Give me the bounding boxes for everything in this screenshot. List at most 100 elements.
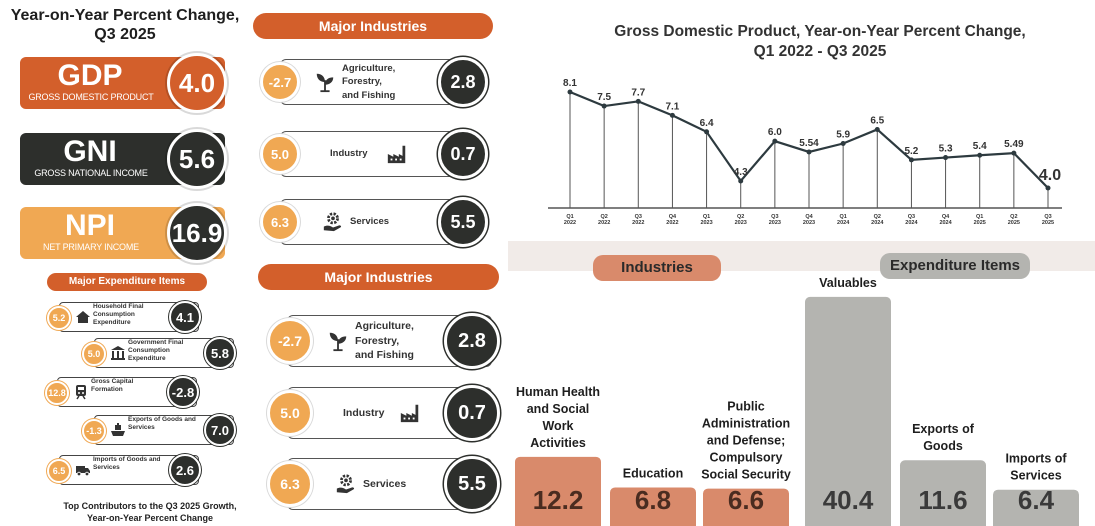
industry-label-line: Services <box>363 477 407 490</box>
bar <box>515 456 601 526</box>
data-label: 7.7 <box>631 87 645 98</box>
bar-category-label: and Social <box>527 402 590 416</box>
expenditure-pct: -1.3 <box>82 419 106 443</box>
data-point <box>874 126 880 132</box>
data-label: 5.49 <box>1004 139 1024 150</box>
x-tick-label-quarter: Q3 <box>908 214 915 220</box>
industry-pct: 6.3 <box>260 202 300 242</box>
expenditure-label: Government Final Consumption Expenditure <box>128 339 184 362</box>
x-tick-label-quarter: Q4 <box>942 214 950 220</box>
gdp-chart-title: Gross Domestic Product, Year-on-Year Per… <box>556 22 1084 62</box>
expenditure-value: 5.8 <box>204 337 236 369</box>
x-tick-label-year: 2023 <box>735 220 747 226</box>
expenditure-row: 5.2 Household Final Consumption Expenditu… <box>47 300 207 334</box>
left-footer-line2: Year-on-Year Percent Change <box>86 513 214 523</box>
indicator-value: 5.6 <box>167 129 227 189</box>
gdp-line-chart: 8.1Q120227.5Q220227.7Q320227.1Q420226.4Q… <box>548 78 1062 226</box>
data-point <box>669 112 675 118</box>
x-tick-label-year: 2024 <box>871 220 884 226</box>
industry-label: Services <box>363 477 406 492</box>
industry-pct: 6.3 <box>267 461 313 507</box>
bar-value-label: 40.4 <box>823 485 874 515</box>
x-tick-label-year: 2022 <box>564 220 576 226</box>
industries-panel-title: Major Industries <box>253 13 493 39</box>
bar-value-label: 6.4 <box>1018 485 1055 515</box>
left-title-line2: Q3 2025 <box>94 26 156 43</box>
industry-value: 2.8 <box>444 313 500 369</box>
x-tick-label-year: 2024 <box>905 220 918 226</box>
expenditure-label: Imports of Goods and Services <box>93 456 161 471</box>
x-tick-label-year: 2023 <box>803 220 815 226</box>
industry-label: Services <box>350 215 389 229</box>
expenditure-row: 5.0 Government Final Consumption Expendit… <box>82 336 242 370</box>
data-label: 7.5 <box>597 92 611 103</box>
industries-group-label: Industries <box>593 255 721 281</box>
expenditure-label: Household Final Consumption Expenditure <box>93 303 144 326</box>
data-point <box>704 129 710 135</box>
bar-value-label: 12.2 <box>533 485 584 515</box>
x-tick-label-year: 2023 <box>700 220 712 226</box>
bar-category-label: Public <box>727 400 765 414</box>
expenditure-pct: 12.8 <box>45 381 69 405</box>
x-tick-label-quarter: Q4 <box>805 214 813 220</box>
x-tick-label-quarter: Q4 <box>669 214 677 220</box>
industry-label-line: and Fishing <box>355 349 414 362</box>
gdp-chart-title-line1: Gross Domestic Product, Year-on-Year Per… <box>614 23 1026 40</box>
data-point <box>1045 185 1051 191</box>
indicator-card: GNI GROSS NATIONAL INCOME 5.6 <box>20 129 227 189</box>
bar <box>993 489 1079 526</box>
x-tick-label-year: 2025 <box>974 220 986 226</box>
x-tick-label-year: 2022 <box>666 220 678 226</box>
left-title-line1: Year-on-Year Percent Change, <box>10 7 240 24</box>
expenditure-label: Exports of Goods and Services <box>128 416 196 431</box>
industry-label-line: Forestry, <box>342 76 382 88</box>
data-point <box>772 138 778 144</box>
bar-category-label: and Defense; <box>707 434 786 448</box>
bar-category-label: Work <box>542 419 573 433</box>
industry-label-line: Industry <box>343 406 385 419</box>
bar-category-label: Social Security <box>701 468 791 482</box>
industry-value: 2.8 <box>438 57 488 107</box>
x-tick-label-quarter: Q1 <box>976 214 983 220</box>
gdp-chart-title-line2: Q1 2022 - Q3 2025 <box>753 43 887 60</box>
data-label: 5.2 <box>904 146 918 157</box>
x-tick-label-quarter: Q3 <box>1044 214 1051 220</box>
x-tick-label-quarter: Q2 <box>737 214 744 220</box>
x-tick-label-year: 2023 <box>769 220 781 226</box>
industry-label-line: Industry <box>330 148 368 160</box>
plant-icon <box>327 330 349 352</box>
ship-icon <box>110 422 126 438</box>
data-point <box>601 103 607 109</box>
expenditure-pct: 5.0 <box>82 342 106 366</box>
gear-hand-icon <box>322 211 344 233</box>
bar-category-label: Valuables <box>819 276 877 290</box>
industry-label-line: Forestry, <box>355 334 400 347</box>
bar-category-label: Administration <box>702 417 790 431</box>
x-tick-label-year: 2025 <box>1008 220 1020 226</box>
expenditure-row: 12.8 Gross Capital Formation -2.8 <box>45 375 205 409</box>
bar <box>805 296 891 526</box>
expenditure-group-label: Expenditure Items <box>880 253 1030 279</box>
bar-value-label: 6.8 <box>635 485 671 515</box>
data-point <box>943 155 949 161</box>
industry-value: 0.7 <box>438 129 488 179</box>
x-tick-label-quarter: Q1 <box>703 214 710 220</box>
industry-label-line: and Fishing <box>342 89 396 101</box>
x-tick-label-quarter: Q2 <box>1010 214 1017 220</box>
train-icon <box>73 384 89 400</box>
indicator-abbr: NPI <box>64 209 115 242</box>
industry-pct: -2.7 <box>267 318 313 364</box>
indicator-value: 16.9 <box>167 203 227 263</box>
industry-pct: -2.7 <box>260 62 300 102</box>
data-label: 8.1 <box>563 78 577 89</box>
expenditure-label: Gross Capital Formation <box>91 378 134 393</box>
data-point <box>1011 150 1017 156</box>
bar-value-label: 11.6 <box>918 485 967 515</box>
indicator-abbr: GDP <box>57 59 123 92</box>
delivery-truck-icon <box>75 462 91 478</box>
data-point <box>806 149 812 155</box>
expenditure-title: Major Expenditure Items <box>47 273 207 291</box>
factory-icon <box>386 143 408 165</box>
expenditure-value: 2.6 <box>169 454 201 486</box>
indicator-full-name: GROSS NATIONAL INCOME <box>34 168 148 178</box>
